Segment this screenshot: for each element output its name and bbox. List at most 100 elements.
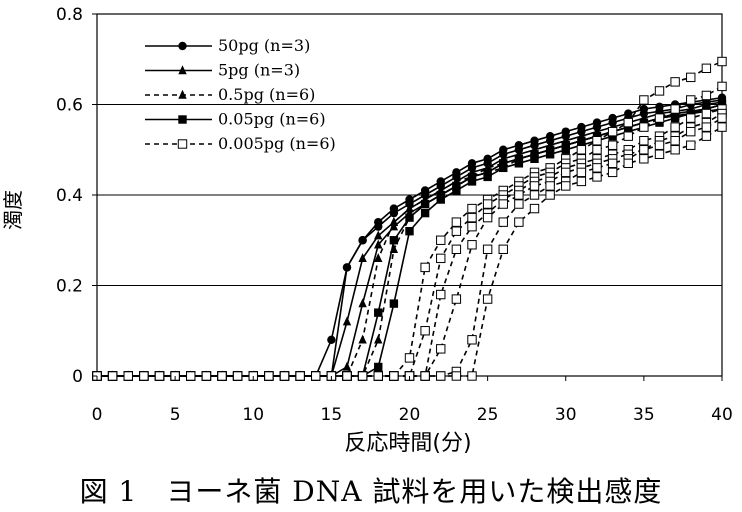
data-point [577, 136, 586, 145]
data-point [592, 136, 602, 146]
figure-caption: 図 1 ヨーネ菌 DNA 試料を用いた検出感度 [79, 475, 663, 508]
data-point [467, 177, 477, 186]
data-point [232, 371, 243, 381]
data-point [498, 244, 508, 255]
data-point [374, 230, 383, 240]
x-tick-label: 40 [711, 405, 733, 425]
data-point [436, 253, 446, 264]
data-point [342, 361, 352, 371]
data-point [342, 371, 352, 381]
data-point [451, 244, 462, 255]
legend-label: 50pg (n=3) [218, 36, 310, 55]
x-axis-ticks: 0 5 10 15 20 25 30 35 40 [92, 376, 733, 425]
data-point [514, 199, 524, 209]
data-point [436, 195, 445, 204]
data-point [670, 113, 680, 123]
data-point [561, 141, 570, 150]
data-point [561, 145, 570, 154]
data-point [405, 227, 414, 236]
x-tick-label: 5 [170, 405, 181, 425]
data-point [607, 158, 618, 169]
data-point [654, 149, 665, 159]
legend-marker [178, 65, 187, 75]
x-tick-label: 35 [633, 405, 655, 425]
data-point [514, 159, 524, 168]
data-point [420, 371, 430, 381]
data-point [686, 140, 696, 150]
data-point [592, 172, 602, 182]
data-point [670, 136, 680, 146]
data-point [514, 217, 524, 227]
x-tick-label: 10 [242, 405, 264, 425]
data-point [389, 299, 399, 308]
y-tick-label: 0.2 [56, 277, 83, 297]
data-point [420, 199, 430, 209]
data-point [545, 150, 555, 159]
data-point [686, 126, 696, 137]
data-point [701, 108, 712, 119]
data-point [358, 236, 367, 245]
data-point [607, 140, 618, 150]
data-point [592, 145, 602, 155]
data-point [467, 212, 477, 223]
data-point [530, 150, 539, 159]
data-point [389, 371, 399, 381]
data-point [498, 217, 508, 227]
data-point [623, 131, 633, 141]
series-markers [92, 56, 727, 381]
data-point [483, 168, 492, 177]
data-point [295, 371, 305, 381]
data-point [452, 186, 461, 195]
y-tick-label: 0 [72, 367, 83, 387]
data-point [389, 236, 399, 245]
data-point [154, 371, 165, 381]
data-point [201, 371, 212, 381]
data-point [436, 235, 446, 245]
series-line [97, 99, 723, 377]
data-point [701, 63, 712, 73]
data-point [374, 362, 383, 372]
data-point [342, 316, 352, 326]
legend-marker [177, 139, 188, 149]
data-point [451, 217, 462, 227]
data-point [607, 167, 618, 178]
data-point [576, 167, 587, 178]
series-line [97, 117, 723, 377]
data-point [639, 95, 649, 105]
data-point [701, 122, 712, 132]
data-point [436, 289, 446, 300]
data-point [374, 253, 383, 263]
data-point [499, 159, 508, 168]
data-point [701, 131, 712, 141]
data-point [342, 263, 352, 272]
data-point [279, 371, 290, 381]
data-point [545, 190, 555, 200]
data-point [420, 326, 430, 336]
data-point [467, 221, 477, 232]
legend-label: 0.5pg (n=6) [218, 85, 315, 104]
data-point [451, 371, 462, 381]
data-point [499, 163, 508, 173]
data-point [686, 72, 696, 83]
data-point [374, 308, 383, 317]
legend-marker [178, 41, 187, 51]
data-point [639, 136, 649, 146]
series-line [97, 85, 723, 377]
series-line [97, 108, 723, 377]
data-point [327, 335, 336, 344]
x-axis-label: 反応時間(分) [344, 431, 471, 456]
data-point [452, 181, 461, 191]
data-point [717, 113, 727, 123]
data-point [373, 371, 383, 381]
y-tick-label: 0.4 [56, 186, 83, 206]
legend-marker [178, 115, 187, 124]
data-point [374, 222, 383, 231]
data-point [405, 213, 414, 222]
legend-marker [178, 89, 187, 99]
data-point [186, 371, 196, 381]
data-point [389, 221, 399, 231]
legend-label: 5pg (n=3) [218, 61, 300, 80]
data-point [467, 371, 477, 381]
data-point [686, 113, 696, 123]
data-point [639, 145, 649, 155]
